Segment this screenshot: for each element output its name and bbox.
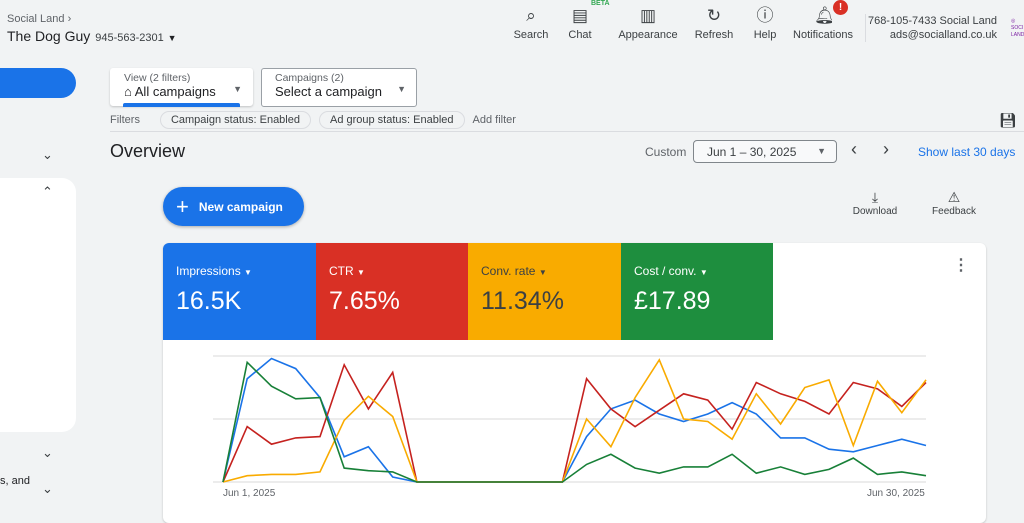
x-tick-label: Jun 1, 2025 xyxy=(223,488,276,499)
add-filter-button[interactable]: Add filter xyxy=(472,114,516,126)
chevron-right-icon: › xyxy=(67,13,72,25)
metric-label: Impressions xyxy=(176,264,241,278)
divider xyxy=(865,14,866,42)
series-line-impressions xyxy=(222,357,927,483)
user-line1: 768-105-7433 Social Land xyxy=(867,15,997,27)
help-label: Help xyxy=(753,29,777,41)
sidebar-item-label[interactable]: s, and xyxy=(0,475,30,487)
appearance-icon: ▥ xyxy=(639,6,657,25)
chevron-down-icon[interactable]: ⌄ xyxy=(42,147,53,162)
feedback-label: Feedback xyxy=(932,206,976,217)
save-icon[interactable]: 💾︎ xyxy=(999,112,1017,128)
notifications-button[interactable]: 🔔︎ Notifications xyxy=(790,6,856,41)
filter-chip[interactable]: Campaign status: Enabled xyxy=(159,111,311,129)
notification-badge: ! xyxy=(833,0,848,15)
metric-value: £17.89 xyxy=(634,287,711,315)
dropdown-arrow-icon: ▼ xyxy=(244,268,252,277)
date-range-picker[interactable]: Jun 1 – 30, 2025 ▼ xyxy=(693,140,837,163)
refresh-icon: ↻ xyxy=(706,6,722,25)
view-selector[interactable]: View (2 filters) ⌂ All campaigns ▼ xyxy=(110,68,253,107)
filters-bar: Filters Campaign status: Enabled Ad grou… xyxy=(110,111,516,129)
chat-button[interactable]: ▤ Chat xyxy=(563,6,597,41)
refresh-label: Refresh xyxy=(694,29,734,41)
chevron-down-icon[interactable]: ⌄ xyxy=(42,481,53,496)
account-name: The Dog Guy xyxy=(7,28,91,44)
account-switcher[interactable]: The Dog Guy 945-563-2301 ▼ xyxy=(7,28,177,44)
notifications-label: Notifications xyxy=(793,29,853,41)
account-id: 945-563-2301 xyxy=(95,32,164,44)
metric-ctr[interactable]: CTR ▼ 7.65% xyxy=(316,243,468,340)
metric-cost-per-conv[interactable]: Cost / conv. ▼ £17.89 xyxy=(621,243,773,340)
performance-card: Impressions ▼ 16.5K CTR ▼ 7.65% Conv. rate… xyxy=(163,243,986,523)
metric-value: 7.65% xyxy=(329,287,400,315)
metric-label: Conv. rate xyxy=(481,264,536,278)
previous-period-button[interactable]: ‹ xyxy=(851,139,857,159)
dropdown-arrow-icon: ▼ xyxy=(817,146,826,156)
filter-chip[interactable]: Ad group status: Enabled xyxy=(318,111,465,129)
sidebar-panel xyxy=(0,178,76,432)
metric-impressions[interactable]: Impressions ▼ 16.5K xyxy=(163,243,316,340)
next-period-button[interactable]: › xyxy=(883,139,889,159)
appearance-button[interactable]: ▥ Appearance xyxy=(617,6,679,41)
range-type-label: Custom xyxy=(645,145,687,159)
chevron-down-icon[interactable]: ⌄ xyxy=(42,445,53,460)
show-last-30-days-link[interactable]: Show last 30 days xyxy=(918,145,1016,159)
search-icon: ⌕ xyxy=(526,6,536,25)
dropdown-arrow-icon: ▼ xyxy=(699,268,708,277)
plus-icon: + xyxy=(176,193,189,219)
appearance-label: Appearance xyxy=(618,29,678,41)
beta-badge: BETA xyxy=(591,0,610,7)
search-label: Search xyxy=(513,29,549,41)
view-value: All campaigns xyxy=(134,84,216,99)
download-button[interactable]: ⤓ Download xyxy=(850,189,900,217)
dropdown-arrow-icon: ▼ xyxy=(538,268,547,277)
metric-label: Cost / conv. xyxy=(634,264,697,278)
x-tick-label: Jun 30, 2025 xyxy=(867,488,925,499)
help-button[interactable]: ⓘ Help xyxy=(749,6,781,41)
filters-label: Filters xyxy=(110,114,140,126)
help-icon: ⓘ xyxy=(756,6,774,25)
download-label: Download xyxy=(852,206,898,217)
feedback-button[interactable]: ⚠︎ Feedback xyxy=(928,189,980,217)
chevron-up-icon[interactable]: ⌃ xyxy=(42,184,53,199)
new-campaign-button[interactable]: + New campaign xyxy=(163,187,304,226)
home-icon: ⌂ xyxy=(124,84,132,99)
chat-label: Chat xyxy=(568,29,592,41)
download-icon: ⤓ xyxy=(871,189,879,205)
user-email: ads@socialland.co.uk xyxy=(889,29,997,41)
dropdown-arrow-icon: ▼ xyxy=(397,84,406,94)
metric-conv-rate[interactable]: Conv. rate ▼ 11.34% xyxy=(468,243,621,340)
campaigns-value: Select a campaign xyxy=(275,84,382,99)
series-line-cost-conv- xyxy=(222,360,927,483)
dropdown-arrow-icon: ▼ xyxy=(167,33,177,43)
campaign-selector[interactable]: Campaigns (2) Select a campaign ▼ xyxy=(261,68,417,107)
bell-icon: 🔔︎ xyxy=(814,6,832,25)
view-underline xyxy=(123,103,240,107)
feedback-icon: ⚠︎ xyxy=(947,189,961,205)
series-line-ctr xyxy=(222,362,927,483)
dropdown-arrow-icon: ▼ xyxy=(233,84,242,94)
user-account[interactable]: 768-105-7433 Social Land ads@socialland.c… xyxy=(868,14,997,42)
date-range-value: Jun 1 – 30, 2025 xyxy=(707,145,797,159)
account-logo-icon[interactable]: ◎ SOCI LAND xyxy=(1011,18,1024,38)
divider xyxy=(110,131,1024,132)
chat-icon: ▤ xyxy=(571,6,589,25)
campaigns-label: Campaigns (2) xyxy=(275,72,344,84)
view-label: View (2 filters) xyxy=(124,72,191,84)
refresh-button[interactable]: ↻ Refresh xyxy=(692,6,736,41)
new-campaign-label: New campaign xyxy=(198,199,283,214)
breadcrumb-parent[interactable]: Social Land xyxy=(7,13,65,25)
metric-value: 16.5K xyxy=(176,287,242,315)
create-button[interactable] xyxy=(0,68,76,98)
metric-label: CTR xyxy=(329,264,354,278)
more-options-icon[interactable]: ⋮ xyxy=(953,257,969,274)
search-button[interactable]: ⌕ Search xyxy=(512,6,550,41)
series-line-conv-rate xyxy=(222,358,927,483)
metric-value: 11.34% xyxy=(481,287,564,315)
page-title: Overview xyxy=(110,141,186,161)
breadcrumb[interactable]: Social Land › xyxy=(7,13,71,25)
dropdown-arrow-icon: ▼ xyxy=(357,268,365,277)
